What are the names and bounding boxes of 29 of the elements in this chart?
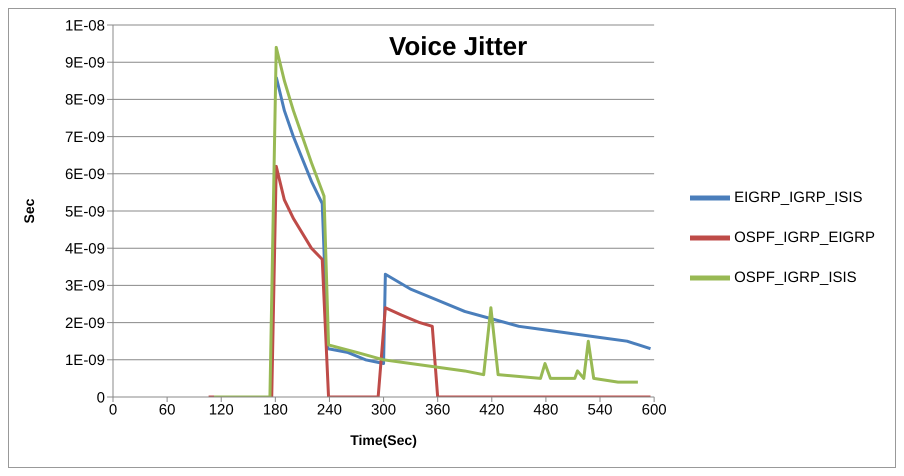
y-tick-label: 2E-09: [64, 314, 105, 332]
x-axis-title: Time(Sec): [350, 432, 417, 448]
x-tick-label: 0: [108, 402, 118, 419]
x-tick-label: 540: [587, 402, 613, 419]
legend-label: OSPF_IGRP_ISIS: [734, 268, 857, 286]
chart-title: Voice Jitter: [389, 31, 528, 62]
x-tick-label: 240: [316, 402, 342, 419]
y-tick-label: 4E-09: [64, 240, 105, 258]
y-tick-label: 3E-09: [64, 278, 105, 295]
x-tick-label: 60: [158, 402, 176, 419]
y-axis-title: Sec: [20, 198, 37, 224]
legend-label: OSPF_IGRP_EIGRP: [734, 228, 875, 246]
x-tick-label: 120: [208, 402, 234, 419]
y-tick-label: 0: [96, 389, 105, 406]
x-tick-label: 480: [533, 402, 558, 419]
x-tick-label: 600: [642, 402, 667, 419]
x-tick-label: 420: [479, 402, 504, 419]
y-tick-label: 6E-09: [64, 166, 105, 184]
x-tick-label: 300: [371, 402, 396, 419]
y-tick-label: 9E-09: [64, 54, 105, 72]
x-tick-label: 360: [425, 402, 450, 419]
line-series: [207, 164, 652, 397]
y-tick-label: 5E-09: [64, 203, 105, 220]
legend-label: EIGRP_IGRP_ISIS: [734, 188, 863, 206]
y-tick-label: 1E-09: [64, 352, 105, 370]
y-tick-label: 7E-09: [64, 128, 105, 146]
x-tick-label: 180: [262, 402, 288, 419]
y-tick-label: 1E-08: [64, 17, 105, 34]
y-tick-label: 8E-09: [64, 92, 105, 109]
